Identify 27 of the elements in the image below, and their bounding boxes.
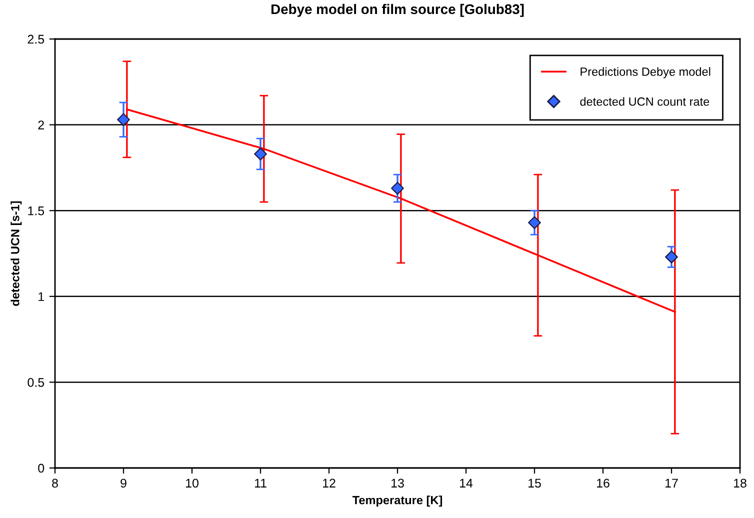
y-tick-label: 0.5 <box>28 378 44 387</box>
point <box>665 250 678 264</box>
legend-label: detected UCN count rate <box>580 97 710 106</box>
x-tick-label: 13 <box>392 478 404 488</box>
y-tick-label: 2 <box>38 120 44 130</box>
y-tick-label: 1.5 <box>28 206 44 216</box>
legend-label: Predictions Debye model <box>580 67 710 78</box>
point <box>528 216 541 230</box>
x-tick-label: 9 <box>120 478 126 488</box>
x-tick-label: 17 <box>666 478 678 488</box>
point <box>254 148 267 160</box>
y-axis-title: detected UCN [s-1] <box>10 201 22 306</box>
x-tick-label: 18 <box>734 478 746 488</box>
x-tick-label: 16 <box>597 478 610 488</box>
x-tick-label: 8 <box>52 478 58 488</box>
x-tick-label: 11 <box>254 478 266 488</box>
point <box>391 182 404 195</box>
x-axis-title: Temperature [K] <box>352 496 442 507</box>
y-tick-label: 1 <box>38 292 44 301</box>
x-tick-label: 12 <box>323 478 336 488</box>
chart-title: Debye model on film source [Golub83] <box>271 4 524 17</box>
x-tick-label: 10 <box>186 478 198 488</box>
x-tick-label: 14 <box>460 478 473 488</box>
y-tick-label: 2.5 <box>28 34 44 44</box>
point <box>117 113 130 126</box>
y-tick-label: 0 <box>38 464 44 473</box>
x-tick-label: 15 <box>528 478 541 488</box>
